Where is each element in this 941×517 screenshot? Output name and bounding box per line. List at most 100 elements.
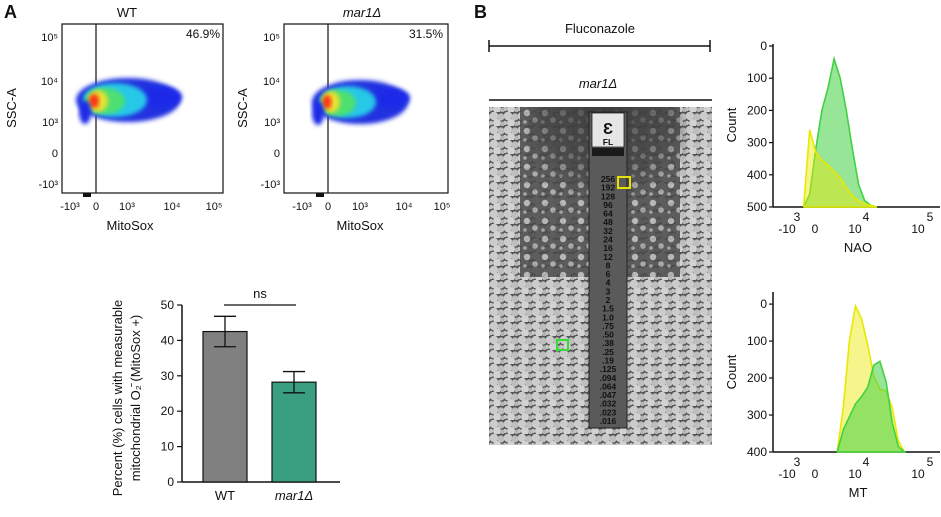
- histogram-mt: 0 100 200 300 400 Count 3 4 5 -10 0 10 10 MT: [724, 292, 940, 500]
- hist-mt-xtick-top-2: 5: [927, 455, 934, 469]
- hist-nao-xtick-top-2: 5: [927, 210, 934, 224]
- hist-mt-ylabel: Count: [724, 354, 739, 389]
- hist-mt-xtick-top-1: 4: [863, 455, 870, 469]
- strip-value: 8: [606, 260, 611, 270]
- xtick-mar1-0: -10³: [292, 201, 312, 213]
- hist-ytick-label: 300: [747, 136, 767, 150]
- flow-density-wt: [76, 78, 182, 124]
- hist-mt-xtick-bot-3: 10: [911, 467, 925, 481]
- strip-value: 1.0: [602, 312, 614, 322]
- bar-ytick-label: 20: [161, 404, 175, 418]
- strip-value: .032: [600, 399, 617, 409]
- strip-value: 96: [603, 200, 613, 210]
- strip-value: 256: [601, 174, 615, 184]
- gate-percent-wt: 46.9%: [186, 27, 220, 41]
- flow-ylabel-wt: SSC-A: [4, 88, 19, 128]
- hist-nao-xtick-bot-1: 0: [812, 222, 819, 236]
- histogram-series-yellow: [802, 129, 878, 208]
- strip-value: 12: [603, 252, 613, 262]
- yellow-roi-marker: [617, 176, 631, 189]
- strip-value: .50: [602, 330, 614, 340]
- hist-nao-xtick-bot-3: 10: [911, 222, 925, 236]
- strip-value: .064: [600, 381, 617, 391]
- strip-value: 32: [603, 226, 613, 236]
- strip-value: 64: [603, 209, 613, 219]
- flow-density-mar1: [312, 80, 410, 125]
- hist-ytick-label: 0: [760, 39, 767, 53]
- strip-value: .19: [602, 356, 614, 366]
- axis-marker-wt: [83, 193, 91, 197]
- panel-a-label: A: [4, 2, 17, 22]
- flow-frame-mar1: [283, 23, 449, 194]
- ytick-wt-4: -10³: [38, 179, 58, 191]
- flow-frame-wt: [61, 23, 224, 194]
- strip-value: 4: [606, 278, 611, 288]
- hist-ytick-label: 400: [747, 168, 767, 182]
- strip-value: 3: [606, 286, 611, 296]
- flow-title-mar1: mar1Δ: [343, 5, 381, 20]
- hist-mt-xtick-bot-1: 0: [812, 467, 819, 481]
- bar-ytick-label: 40: [161, 333, 175, 347]
- ytick-mar1-3: 0: [274, 148, 280, 160]
- xtick-mar1-2: 10³: [352, 201, 368, 213]
- ytick-mar1-0: 10⁵: [263, 32, 280, 44]
- strip-value: .094: [600, 373, 617, 383]
- flow-xlabel-mar1: MitoSox: [337, 218, 384, 233]
- strip-value: 2: [606, 295, 611, 305]
- bar-chart: 0 10 20 30 40 50 WT mar1Δ ns Percent (%) cells…: [110, 286, 340, 503]
- strip-value: 48: [603, 217, 613, 227]
- xtick-mar1-4: 10⁵: [434, 201, 451, 213]
- ytick-wt-2: 10³: [42, 117, 58, 129]
- flow-title-wt: WT: [117, 5, 137, 20]
- hist-mt-xtick-top-0: 3: [794, 455, 801, 469]
- ytick-mar1-2: 10³: [264, 117, 280, 129]
- hist-ytick-label: 200: [747, 371, 767, 385]
- xtick-wt-4: 10⁵: [206, 201, 223, 213]
- bar-ytick-label: 30: [161, 369, 175, 383]
- hist-nao-xtick-bot-2: 10: [848, 222, 862, 236]
- green-roi-marker: [556, 339, 569, 351]
- fluconazole-label: Fluconazole: [565, 21, 635, 36]
- strip-value: .38: [602, 338, 614, 348]
- hist-mt-xtick-bot-0: -10: [778, 467, 796, 481]
- hist-ytick-label: 500: [747, 200, 767, 214]
- strip-logo-icon: Ɛ: [603, 121, 613, 138]
- xtick-mar1-3: 10⁴: [396, 201, 413, 213]
- strip-value: 192: [601, 183, 615, 193]
- strip-value: 24: [603, 235, 613, 245]
- xtick-wt-3: 10⁴: [164, 201, 181, 213]
- hist-ytick-label: 100: [747, 334, 767, 348]
- histogram-series-green: [836, 360, 907, 453]
- xtick-wt-0: -10³: [60, 201, 80, 213]
- fluconazole-bracket: [488, 40, 711, 52]
- strain-label: mar1Δ: [579, 76, 617, 91]
- hist-ytick-label: 400: [747, 445, 767, 459]
- bar-category-label: WT: [215, 488, 235, 503]
- hist-nao-ylabel: Count: [724, 107, 739, 142]
- hist-mt-xtick-bot-2: 10: [848, 467, 862, 481]
- bar-ytick-label: 50: [161, 298, 175, 312]
- strip-value: 6: [606, 269, 611, 279]
- etest-strip: Ɛ FL 25619212896644832241612864321.51.0.…: [588, 111, 628, 429]
- xtick-wt-2: 10³: [119, 201, 135, 213]
- ytick-wt-1: 10⁴: [41, 76, 58, 88]
- ytick-wt-3: 0: [52, 148, 58, 160]
- strip-value: .016: [600, 416, 617, 426]
- strip-value: .25: [602, 347, 614, 357]
- histogram-nao: 0 100 200 300 400 500 Count 3 4 5 -10 0 10 10…: [724, 39, 940, 255]
- strip-code: FL: [603, 137, 613, 147]
- flow-plot-wt: WT 46.9% 10⁵ 10⁴ 10³ 0 -10³ -10³ 0 10³ 1…: [4, 5, 224, 233]
- ytick-mar1-1: 10⁴: [263, 76, 280, 88]
- xtick-mar1-1: 0: [325, 201, 331, 213]
- bar-category-label: mar1Δ: [275, 488, 313, 503]
- hist-ytick-label: 200: [747, 103, 767, 117]
- strip-value: .023: [600, 407, 617, 417]
- bar-wt: [202, 330, 248, 483]
- strip-value: 16: [603, 243, 613, 253]
- gate-percent-mar1: 31.5%: [409, 27, 443, 41]
- ytick-mar1-4: -10³: [260, 179, 280, 191]
- hist-nao-xtick-top-1: 4: [863, 210, 870, 224]
- hist-nao-xtick-top-0: 3: [794, 210, 801, 224]
- ytick-wt-0: 10⁵: [41, 32, 58, 44]
